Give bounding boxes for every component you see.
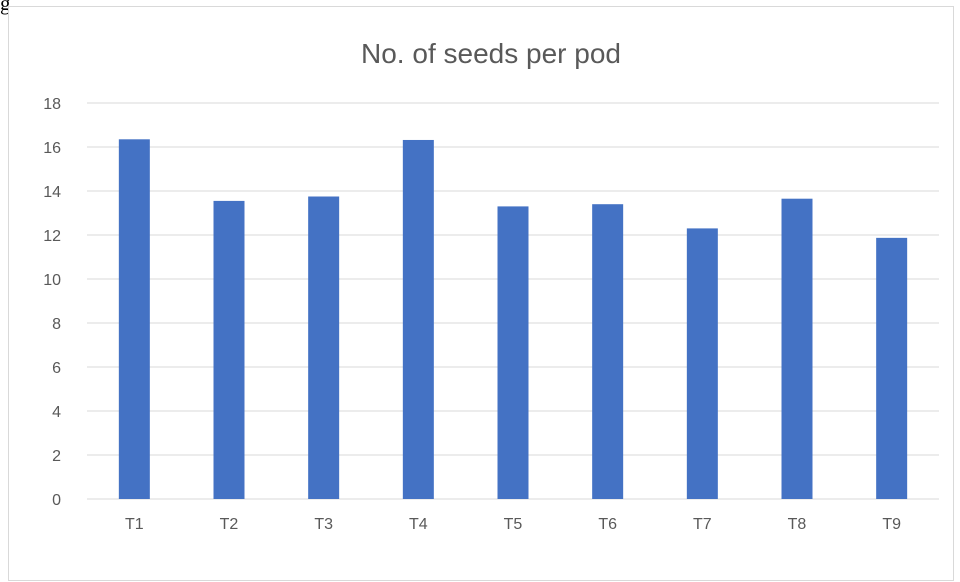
document-text-fragment: g (0, 0, 11, 15)
y-axis-ticks: 0 2 4 6 8 10 12 14 16 18 (43, 96, 61, 509)
chart-frame: No. of seeds per pod 0 2 4 6 8 10 12 14 16 18 T1 T… (8, 6, 954, 581)
x-tick-label-t9: T9 (882, 516, 901, 533)
bar-t9 (876, 237, 908, 500)
bars (118, 139, 908, 500)
y-tick-label: 8 (52, 316, 61, 333)
x-tick-label-t2: T2 (220, 516, 239, 533)
chart-title: No. of seeds per pod (361, 38, 621, 69)
x-axis-ticks: T1 T2 T3 T4 T5 T6 T7 T8 T9 (125, 516, 901, 533)
bar-t1 (118, 139, 150, 500)
x-tick-label-t1: T1 (125, 516, 144, 533)
bar-t2 (213, 200, 245, 499)
y-tick-label: 12 (43, 228, 61, 245)
y-tick-label: 16 (43, 140, 61, 157)
x-tick-label-t4: T4 (409, 516, 428, 533)
bar-t4 (402, 139, 434, 499)
x-tick-label-t5: T5 (504, 516, 523, 533)
x-tick-label-t6: T6 (598, 516, 617, 533)
y-tick-label: 18 (43, 96, 61, 113)
y-tick-label: 2 (52, 448, 61, 465)
y-tick-label: 6 (52, 360, 61, 377)
bar-t7 (686, 228, 718, 499)
x-tick-label-t8: T8 (788, 516, 807, 533)
x-tick-label-t3: T3 (314, 516, 333, 533)
y-tick-label: 4 (52, 404, 61, 421)
y-tick-label: 0 (52, 492, 61, 509)
bar-t5 (497, 206, 529, 499)
bar-t8 (781, 198, 813, 499)
bar-t3 (308, 196, 340, 499)
y-tick-label: 10 (43, 272, 61, 289)
x-tick-label-t7: T7 (693, 516, 712, 533)
bar-t6 (592, 204, 624, 499)
y-tick-label: 14 (43, 184, 61, 201)
